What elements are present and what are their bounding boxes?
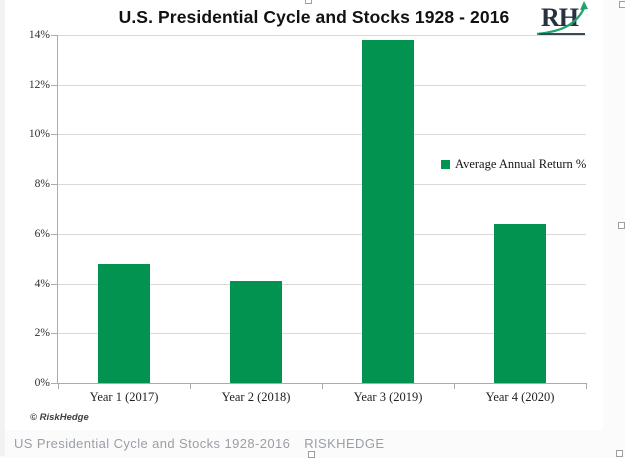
plot-area: 0% 2% 4% 6% 8% 10% 12% 14% Year 1 (2017) Year 2 (… (29, 29, 587, 404)
gridline-8 (58, 184, 586, 186)
legend-swatch-icon (441, 160, 450, 169)
resize-handle-top-middle[interactable] (305, 0, 312, 4)
gridline-12 (58, 84, 586, 86)
x-tick-1 (190, 383, 191, 389)
y-tick-0 (51, 383, 58, 384)
legend-label: Average Annual Return % (455, 157, 587, 171)
gridline-14 (58, 35, 586, 36)
bar-4 (494, 223, 546, 383)
y-axis-label-12: 12% (28, 78, 50, 91)
gridline-10 (58, 134, 586, 136)
y-axis-label-2: 2% (34, 327, 50, 340)
x-tick-4 (586, 383, 587, 389)
bar-3 (362, 39, 414, 383)
y-axis-label-4: 4% (34, 277, 50, 290)
y-axis-label-6: 6% (34, 227, 50, 240)
gridline-6 (58, 233, 586, 235)
logo-underline (539, 33, 585, 35)
bar-1 (98, 263, 150, 383)
legend: Average Annual Return % (441, 157, 586, 172)
y-axis-label-8: 8% (34, 178, 50, 191)
page-caption-text: US Presidential Cycle and Stocks 1928-20… (14, 436, 291, 451)
resize-handle-top-right[interactable] (619, 1, 625, 8)
bar-2 (230, 281, 282, 383)
gridline-4 (58, 283, 586, 285)
copyright-note: © RiskHedge (30, 412, 89, 423)
riskhedge-logo: RH (536, 1, 591, 36)
x-tick-0 (58, 383, 59, 389)
resize-handle-bottom-middle[interactable] (308, 451, 315, 458)
x-axis-label-3: Year 3 (2019) (353, 390, 423, 404)
y-axis-label-14: 14% (28, 29, 50, 41)
y-tick-2 (51, 333, 58, 335)
chart-title: U.S. Presidential Cycle and Stocks 1928 … (118, 7, 510, 27)
resize-handle-middle-right[interactable] (618, 222, 625, 229)
logo-letters: RH (541, 3, 579, 32)
x-axis-label-2: Year 2 (2018) (221, 390, 291, 404)
x-axis-label-1: Year 1 (2017) (89, 390, 159, 404)
page-caption: US Presidential Cycle and Stocks 1928-20… (14, 436, 384, 451)
x-axis-label-4: Year 4 (2020) (485, 390, 555, 404)
y-axis-label-10: 10% (28, 128, 50, 141)
y-tick-14 (51, 35, 58, 36)
y-tick-6 (51, 233, 58, 235)
y-tick-10 (51, 134, 58, 136)
chart-image[interactable]: U.S. Presidential Cycle and Stocks 1928 … (5, 0, 603, 430)
y-tick-12 (51, 84, 58, 86)
x-tick-2 (322, 383, 323, 389)
y-axis-label-0: 0% (34, 377, 50, 389)
y-axis-line (57, 35, 58, 383)
page-caption-brand: RISKHEDGE (304, 436, 385, 451)
y-tick-8 (51, 184, 58, 186)
gridline-2 (58, 333, 586, 335)
y-tick-4 (51, 283, 58, 285)
x-tick-3 (454, 383, 455, 389)
page-left-margin (0, 0, 5, 456)
